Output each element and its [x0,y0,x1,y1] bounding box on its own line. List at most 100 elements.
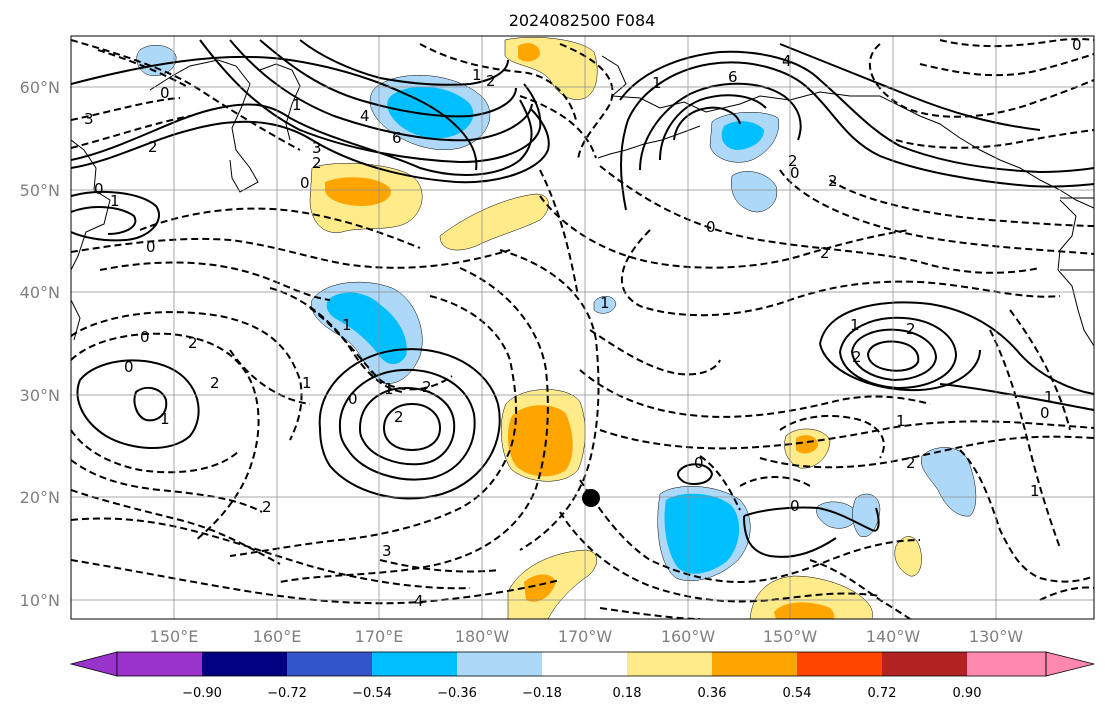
contour-label: 6 [728,68,738,86]
solid-contours [71,39,1094,558]
cyan-core-west-central [326,292,407,365]
colorbar-segment [712,652,797,676]
alaska-coastline [601,55,1094,209]
cyan-core-alaska [721,121,764,150]
lat-label: 30°N [20,386,60,405]
contour-label: 1 [1044,388,1054,406]
contour-label: 0 [1040,404,1050,422]
colorbar-tick-label: 0.54 [783,686,812,701]
cyan-core-north-pacific [387,86,474,139]
colorbar-tick-label: 0.18 [613,686,642,701]
colorbar-tick-labels: −0.90 −0.72 −0.54 −0.36 −0.18 0.18 0.36 … [182,686,981,701]
colorbar-outline [116,651,1047,677]
lat-label: 10°N [20,591,60,610]
lon-label: 150°W [763,627,818,646]
colorbar-tick-label: 0.36 [698,686,727,701]
colorbar-segment [797,652,882,676]
coastlines [71,55,1094,347]
lon-label: 180°W [455,627,510,646]
orange-core-east-small [796,435,818,454]
lat-label: 60°N [20,78,60,97]
contour-label: 2 [906,454,916,472]
colorbar-tick-label: −0.18 [522,686,562,701]
lon-label: 130°W [969,627,1024,646]
cyan-core-south-central [664,493,740,574]
blue-region-southeast-small [816,501,859,529]
contour-label: 2 [788,152,798,170]
orange-core-south-east [774,602,835,619]
orange-core-west [325,177,391,206]
contour-label: 2 [210,374,220,392]
contour-label: 2 [820,244,830,262]
contour-label: 1 [292,96,302,114]
contour-label: 1 [110,192,120,210]
lon-label: 160°W [661,627,716,646]
lon-label: 170°W [558,627,613,646]
colorbar-segment [457,652,542,676]
contour-label: 2 [486,72,496,90]
contour-label: 0 [146,238,156,256]
colorbar-segment [882,652,967,676]
contour-label: 4 [782,52,792,70]
lon-label: 140°W [866,627,921,646]
map-title: 2024082500 F084 [509,11,656,30]
contour-label: 2 [852,348,862,366]
colorbar-over-arrow [1045,651,1095,677]
contour-label: 4 [414,592,424,610]
colorbar: −0.90 −0.72 −0.54 −0.36 −0.18 0.18 0.36 … [69,651,1095,701]
contour-label: 2 [188,334,198,352]
contour-label: 1 [850,316,860,334]
contour-label: 1 [160,410,170,428]
contour-label: 6 [392,129,402,147]
colorbar-tick-label: −0.90 [182,686,222,701]
orange-core-south-west [524,574,556,602]
contour-label: 3 [84,110,94,128]
contour-label: 4 [360,107,370,125]
colorbar-segment [287,652,372,676]
orange-core-central [507,405,573,477]
contour-label: 0 [790,497,800,515]
contour-label: 0 [694,454,704,472]
map-frame [70,35,1095,620]
contour-label: 2 [422,378,432,396]
contour-label: 1 [384,380,394,398]
blue-region-east [920,447,977,517]
chukotka-coastline [259,63,301,141]
contour-label: 1 [302,374,312,392]
contour-label: 2 [312,154,322,172]
lat-label: 20°N [20,488,60,507]
colorbar-tick-label: 0.72 [868,686,897,701]
shaded-anomaly-regions [136,37,977,619]
contour-label: 0 [790,164,800,182]
latitude-labels: 60°N 50°N 40°N 30°N 20°N 10°N [20,78,60,610]
colorbar-tick-label: −0.36 [437,686,477,701]
colorbar-tick-label: −0.54 [352,686,392,701]
contour-label: 1 [652,74,662,92]
contour-label: 2 [828,172,838,190]
lat-label: 50°N [20,181,60,200]
colorbar-segment [202,652,287,676]
contour-label: 2 [148,138,158,156]
contour-label: 2 [906,320,916,338]
colorbar-segment [967,652,1046,676]
colorbar-tick-label: 0.90 [953,686,982,701]
lon-label: 150°E [150,627,199,646]
contour-label: 0 [160,84,170,102]
location-marker [582,489,600,507]
lon-label: 160°E [253,627,302,646]
contour-label: 0 [140,328,150,346]
contour-label: 1 [896,412,906,430]
yellow-streak [439,193,549,251]
lat-label: 40°N [20,283,60,302]
contour-label: 3 [312,139,322,157]
contour-label: 0 [94,180,104,198]
colorbar-under-arrow [69,651,118,677]
colorbar-segment [627,652,712,676]
canada-border-line [1060,197,1094,271]
yellow-region-east-vertical [894,536,922,577]
colorbar-segment [117,652,202,676]
contour-label: 0 [124,358,134,376]
map-panel: 0 1 2 3 4 6 0 1 2 3 0 1 2 0 1 2 0 2 1 0 … [71,36,1094,619]
contour-label: 0 [706,218,716,236]
